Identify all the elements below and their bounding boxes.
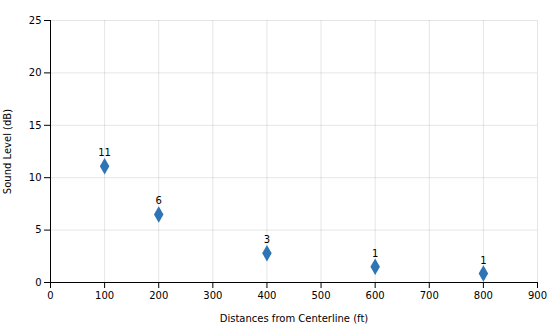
svg-text:200: 200 [149, 290, 168, 301]
svg-text:15: 15 [29, 120, 42, 131]
svg-text:0: 0 [47, 290, 53, 301]
svg-text:25: 25 [29, 15, 42, 26]
svg-text:100: 100 [95, 290, 114, 301]
svg-text:Distances from Centerline (ft): Distances from Centerline (ft) [220, 313, 369, 324]
svg-text:800: 800 [474, 290, 493, 301]
svg-text:5: 5 [35, 224, 41, 235]
svg-text:20: 20 [29, 67, 42, 78]
svg-text:0: 0 [35, 277, 41, 288]
svg-text:1: 1 [372, 248, 378, 259]
svg-text:600: 600 [366, 290, 385, 301]
svg-text:900: 900 [528, 290, 547, 301]
svg-text:1: 1 [480, 255, 486, 266]
svg-text:3: 3 [264, 234, 270, 245]
svg-text:500: 500 [312, 290, 331, 301]
svg-text:6: 6 [156, 195, 162, 206]
svg-text:400: 400 [257, 290, 276, 301]
svg-text:10: 10 [29, 172, 42, 183]
svg-text:Sound Level (dB): Sound Level (dB) [2, 109, 13, 194]
svg-text:11: 11 [98, 147, 111, 158]
svg-text:300: 300 [203, 290, 222, 301]
svg-text:700: 700 [420, 290, 439, 301]
